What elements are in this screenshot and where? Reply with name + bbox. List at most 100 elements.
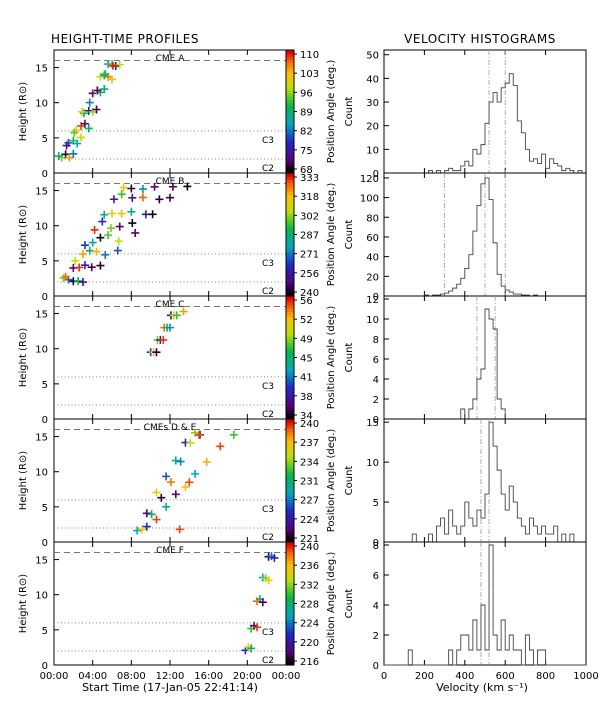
colorbar-segment (286, 292, 294, 297)
height-marker (264, 576, 273, 585)
colorbar-segment (286, 391, 294, 395)
height-marker (186, 438, 195, 447)
height-marker (162, 472, 171, 481)
height-y-tick-label: 0 (42, 292, 48, 303)
height-marker (98, 217, 107, 226)
colorbar-segment (286, 96, 294, 100)
count-y-tick-label: 20 (366, 272, 379, 283)
colorbar-segment (286, 581, 294, 586)
colorbar-segment (286, 649, 294, 654)
colorbar-tick-label: 49 (300, 334, 313, 345)
colorbar-segment (286, 600, 294, 605)
colorbar-tick-label: 318 (300, 192, 319, 203)
height-marker (74, 276, 83, 285)
count-y-axis-label: Count (344, 343, 355, 373)
colorbar-segment (286, 385, 294, 389)
height-marker (137, 525, 146, 534)
colorbar-segment (286, 437, 294, 442)
height-y-tick-label: 10 (35, 345, 48, 356)
colorbar-tick-label: 75 (300, 146, 313, 157)
colorbar-segment (286, 77, 294, 82)
c3-label: C3 (262, 259, 274, 269)
colorbar-segment (286, 182, 294, 186)
height-marker (92, 105, 101, 114)
colorbar-segment (286, 551, 294, 555)
height-y-tick-label: 5 (42, 626, 48, 637)
colorbar-segment (286, 173, 294, 177)
height-marker (152, 488, 161, 497)
colorbar-segment (286, 658, 294, 663)
colorbar-segment (286, 455, 294, 460)
height-y-tick-label: 15 (35, 310, 48, 321)
colorbar-segment (286, 249, 294, 254)
count-y-axis-label: Count (344, 466, 355, 496)
histogram-frame (383, 49, 587, 174)
colorbar-label: Position Angle (deg.) (326, 552, 337, 656)
colorbar-segment (286, 434, 294, 439)
colorbar-label: Position Angle (deg.) (326, 429, 337, 533)
height-marker (69, 149, 78, 158)
time-x-tick-label: 20:00 (233, 671, 262, 682)
height-y-axis-label: Height (R⊙) (18, 328, 29, 387)
height-marker (117, 209, 126, 218)
colorbar-segment (286, 277, 294, 282)
colorbar-segment (286, 625, 294, 629)
colorbar-segment (286, 80, 294, 85)
height-marker (101, 250, 110, 259)
count-y-tick-label: 40 (366, 253, 379, 264)
height-y-tick-label: 0 (42, 661, 48, 672)
colorbar-segment (286, 265, 294, 269)
colorbar-segment (286, 151, 294, 156)
height-marker (96, 261, 105, 270)
colorbar-segment (286, 323, 294, 328)
height-marker (62, 141, 71, 150)
left-x-axis-label: Start Time (17-Jan-05 22:41:14) (82, 681, 258, 694)
colorbar-segment (286, 332, 294, 337)
colorbar-segment (286, 615, 294, 620)
count-y-tick-label: 6 (373, 571, 379, 582)
colorbar-tick-label: 103 (300, 69, 319, 80)
colorbar-segment (286, 240, 294, 245)
colorbar-segment (286, 246, 294, 251)
height-marker (113, 246, 122, 255)
colorbar-tick-label: 231 (300, 477, 319, 488)
panel-4: C3 C2 CMEs D & E 0 5 10 15 Height (R⊙) 240 237 234… (18, 418, 587, 549)
colorbar-segment (286, 486, 294, 491)
height-marker (104, 231, 113, 240)
colorbar-segment (286, 65, 294, 70)
height-marker (179, 307, 188, 316)
height-marker (115, 222, 124, 231)
colorbar-segment (286, 409, 294, 414)
height-marker (195, 430, 203, 439)
c2-label: C2 (262, 410, 274, 420)
cme-label: CME F (156, 546, 184, 556)
colorbar-tick-label: 236 (300, 561, 319, 572)
colorbar-segment (286, 256, 294, 260)
colorbar-segment (286, 560, 294, 565)
height-time-frame (53, 172, 287, 297)
colorbar-segment (286, 618, 294, 623)
count-y-tick-label: 40 (366, 74, 379, 85)
c3-label: C3 (262, 628, 274, 638)
velocity-x-tick-label: 1000 (573, 671, 598, 682)
colorbar-segment (286, 495, 294, 500)
height-marker (185, 478, 194, 487)
height-marker (162, 502, 171, 511)
colorbar-segment (286, 179, 294, 183)
height-marker (166, 193, 174, 202)
height-time-frame (53, 295, 287, 420)
count-y-tick-label: 30 (366, 98, 379, 109)
height-y-axis-label: Height (R⊙) (18, 451, 29, 510)
colorbar-segment (286, 502, 294, 506)
colorbar-segment (286, 123, 294, 128)
c3-label: C3 (262, 505, 274, 515)
height-marker (171, 490, 180, 499)
colorbar-segment (286, 163, 294, 168)
colorbar-segment (286, 640, 294, 645)
colorbar-segment (286, 375, 294, 380)
colorbar-segment (286, 129, 294, 134)
height-marker (107, 224, 116, 233)
height-marker (133, 526, 142, 535)
height-marker (100, 71, 109, 80)
